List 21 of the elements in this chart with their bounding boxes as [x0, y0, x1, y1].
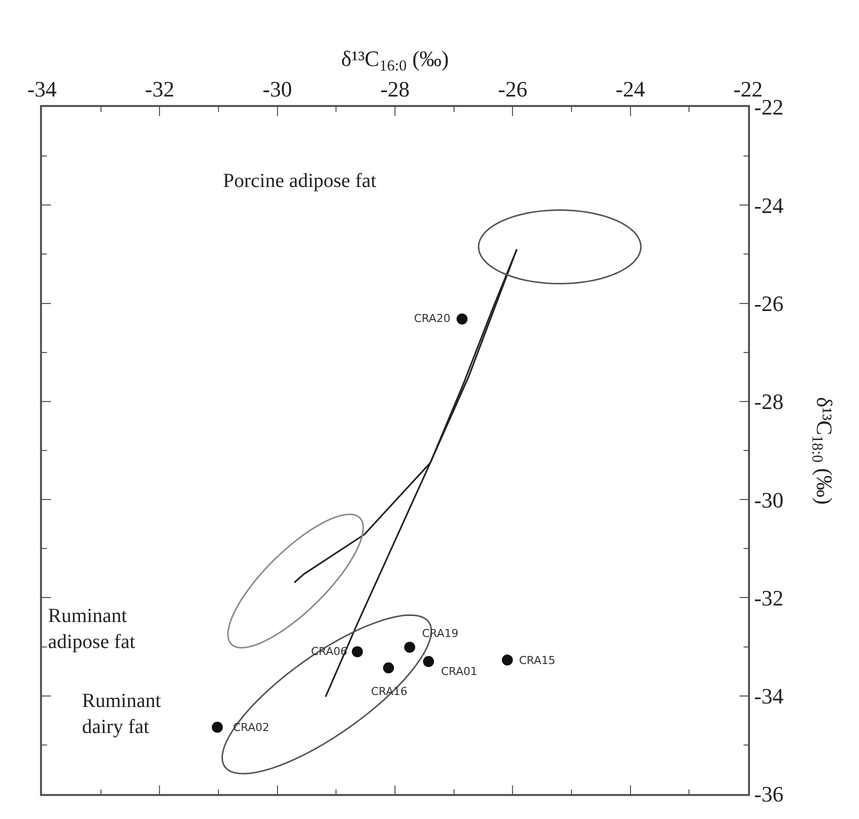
y-tick-label: -24	[754, 192, 784, 218]
y-tick-label: -32	[754, 585, 784, 610]
annotation: CRA01	[441, 665, 478, 678]
x-tick-label: -22	[733, 76, 763, 102]
x-axis-title: δ¹³C$_{16:0}$ (‰)	[341, 46, 449, 74]
x-tick-label: -24	[616, 76, 645, 102]
annotation: Ruminant adipose fat	[48, 605, 136, 653]
annotation: CRA20	[414, 312, 450, 325]
x-tick-label: -30	[262, 76, 292, 102]
y-tick-label: -28	[754, 389, 784, 414]
y-tick-label: -34	[754, 684, 784, 709]
y-tick-label: -30	[754, 487, 784, 512]
annotation: Ruminant dairy fat	[82, 690, 162, 738]
x-tick-label: -26	[498, 76, 528, 102]
annotation: Porcine adipose fat	[223, 170, 377, 192]
y-tick-label: -26	[754, 290, 784, 316]
annotation: CRA15	[519, 654, 556, 667]
x-tick-label: -28	[380, 76, 410, 102]
x-tick-label: -32	[145, 76, 174, 102]
y-tick-label: -36	[754, 782, 784, 807]
x-tick-label: -34	[27, 76, 57, 102]
